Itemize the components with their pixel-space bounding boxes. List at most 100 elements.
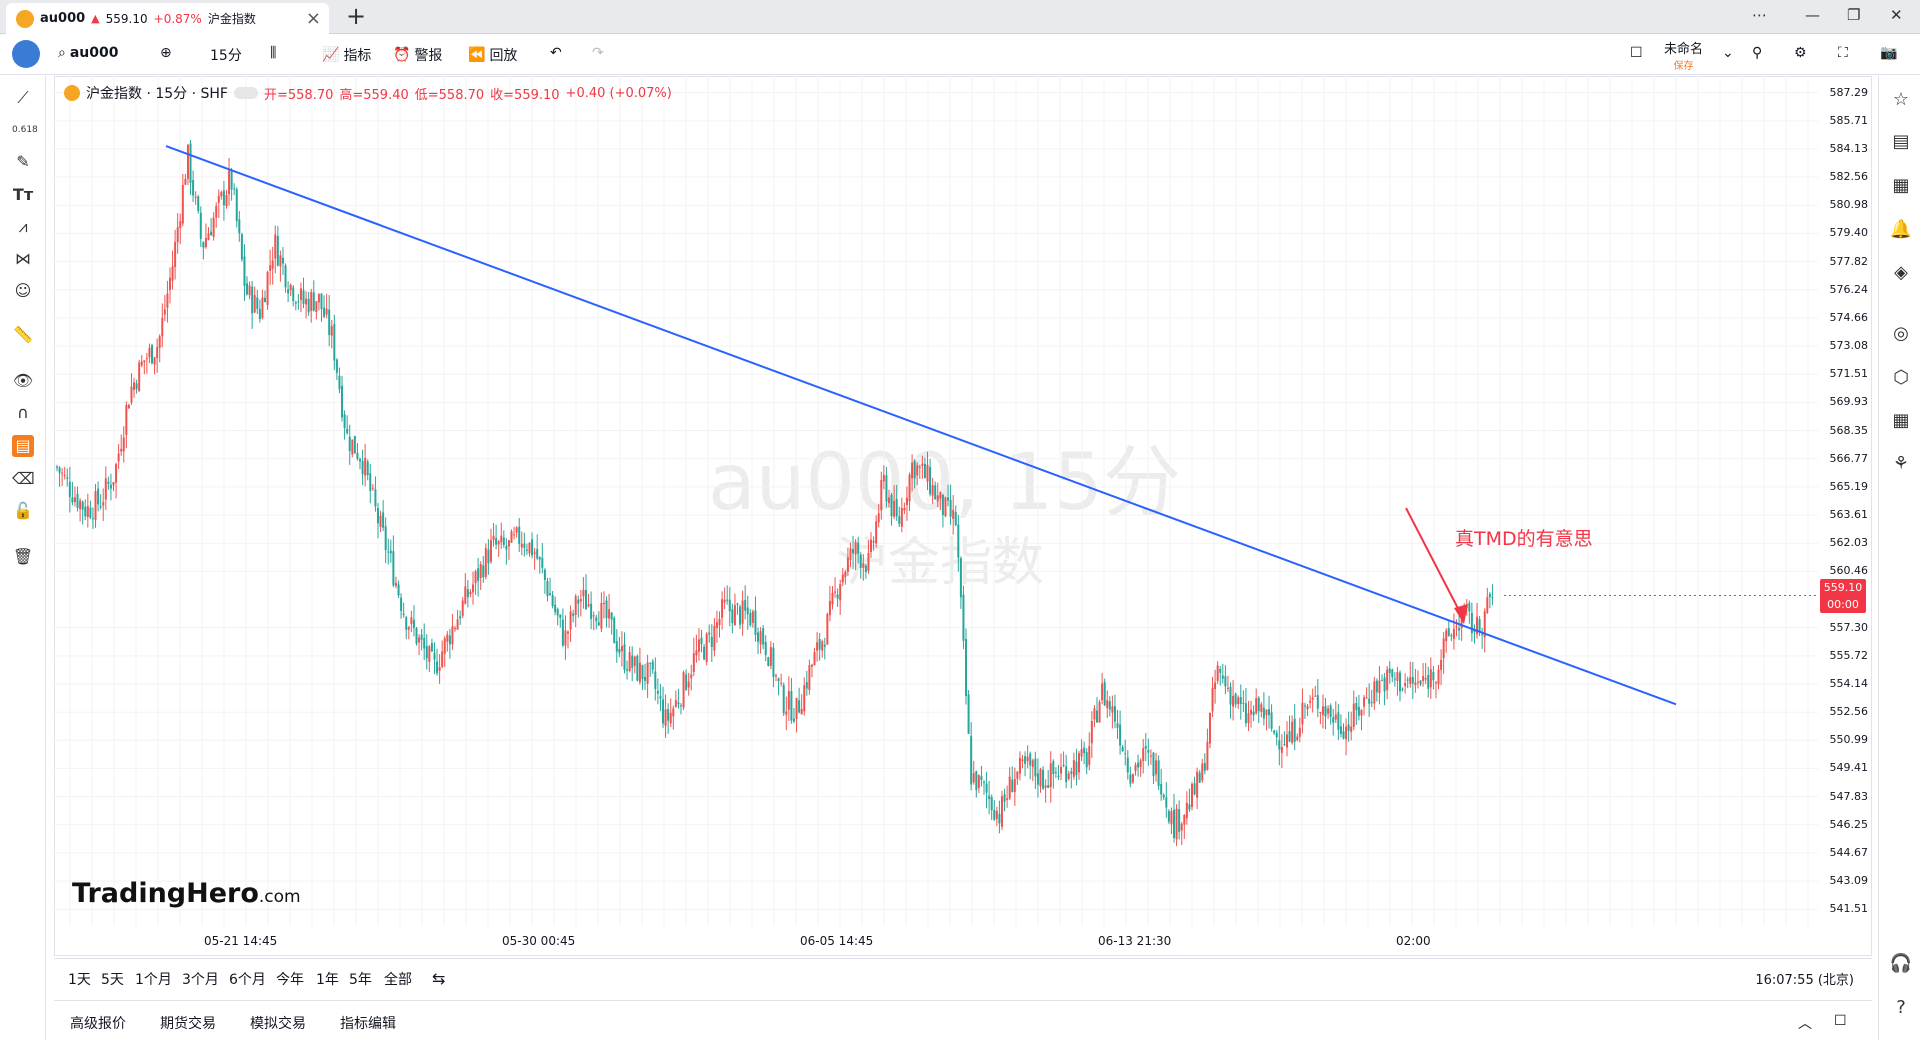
chart-annotation-text[interactable]: 真TMD的有意思 (1455, 528, 1593, 550)
range-1m[interactable]: 1个月 (135, 972, 172, 988)
trash-icon[interactable]: 🗑 (12, 547, 34, 566)
fullscreen-icon[interactable]: ⛶ (1838, 45, 1848, 61)
notes-icon[interactable]: ▤ (1892, 131, 1910, 152)
fibonacci-tool-icon[interactable]: 0.618 (12, 125, 38, 135)
candle-body (728, 599, 731, 612)
close-window-icon[interactable]: ✕ (1890, 6, 1903, 24)
y-tick-label: 547.83 (1829, 789, 1869, 803)
search-input[interactable]: au000 (69, 45, 119, 61)
calendar-icon[interactable]: ▦ (1892, 175, 1910, 196)
network-icon[interactable]: ⚘ (1892, 453, 1910, 474)
headset-icon[interactable]: 🎧 (1889, 953, 1913, 974)
candle-body (870, 539, 873, 553)
eye-icon[interactable]: 👁 (12, 371, 34, 390)
redo-icon[interactable]: ↷ (592, 45, 604, 61)
candle-body (654, 671, 657, 690)
trendline-tool-icon[interactable]: ⟋ (17, 88, 29, 107)
alerts-button[interactable]: ⏰ 警报 (393, 45, 442, 65)
help-icon[interactable]: ? (1896, 997, 1906, 1018)
candle-body (790, 691, 793, 721)
screenshot-icon[interactable]: 📷 (1880, 45, 1898, 61)
eraser-icon[interactable]: ⌫ (12, 469, 35, 488)
lock-icon[interactable]: 🔓 (13, 501, 33, 520)
magnet-icon[interactable]: ∩ (17, 403, 29, 422)
interval-select[interactable]: 15分 (210, 48, 242, 64)
watchlist-icon[interactable]: ☆ (1892, 89, 1910, 110)
legend-title[interactable]: 沪金指数 · 15分 · SHF (86, 86, 228, 102)
new-tab-icon[interactable]: + (346, 2, 367, 30)
candle-body (590, 603, 593, 619)
candle-body (99, 506, 102, 508)
emoji-icon[interactable]: ☺ (14, 281, 32, 300)
candle-body (857, 542, 860, 554)
restore-icon[interactable]: ❐ (1847, 6, 1861, 24)
legend-toggle[interactable] (233, 87, 258, 99)
clock[interactable]: 16:07:55 (北京) (1755, 973, 1854, 988)
candle-body (315, 301, 318, 313)
pattern-tool-icon[interactable]: ⩘ (18, 217, 28, 236)
candle-body (189, 143, 192, 183)
range-5y[interactable]: 5年 (349, 972, 372, 988)
forecast-tool-icon[interactable]: ⋈ (15, 249, 31, 268)
range-all[interactable]: 全部 (384, 972, 412, 988)
tab-paper-trading[interactable]: 模拟交易 (250, 1016, 306, 1032)
symbol-search[interactable]: ⌕ au000 (58, 45, 118, 61)
tab-indicator-editor[interactable]: 指标编辑 (340, 1016, 396, 1032)
candle-body (800, 708, 803, 715)
close-tab-icon[interactable]: × (305, 8, 321, 29)
candle-body (1216, 665, 1219, 681)
maximize-panel-icon[interactable]: ☐ (1834, 1013, 1847, 1029)
chevron-down-icon[interactable]: ⌄ (1722, 45, 1734, 61)
candle-body (1232, 695, 1235, 707)
candle-body (880, 479, 883, 511)
candle-body (448, 635, 451, 645)
chart-pane[interactable] (54, 76, 1872, 956)
compare-add-icon[interactable]: ⊕ (160, 45, 172, 61)
candle-body (1221, 675, 1224, 679)
range-6m[interactable]: 6个月 (229, 972, 266, 988)
layout-name[interactable]: 未命名 保存 (1664, 38, 1703, 72)
candle-body (531, 539, 534, 556)
candle-body (418, 637, 421, 643)
table-icon[interactable]: ▦ (1892, 410, 1910, 431)
price-chart-svg[interactable] (54, 76, 1818, 926)
target-icon[interactable]: ◎ (1893, 323, 1909, 344)
candle-body (1098, 701, 1101, 723)
y-tick-label: 569.93 (1829, 395, 1869, 409)
legend-change: +0.40 (+0.07%) (565, 85, 672, 101)
quick-search-icon[interactable]: ⚲ (1752, 45, 1763, 61)
layout-checkbox-icon[interactable]: ☐ (1630, 45, 1643, 61)
goto-date-icon[interactable]: ⇆ (432, 969, 446, 988)
candle-body (574, 596, 577, 615)
text-tool-icon[interactable]: Tт (12, 185, 34, 204)
minimize-icon[interactable]: — (1805, 6, 1820, 24)
symbol-tab[interactable]: au000 ▲ 559.10 +0.87% 沪金指数 × (6, 3, 329, 34)
chevron-up-icon[interactable]: ︿ (1798, 1016, 1812, 1032)
range-3m[interactable]: 3个月 (182, 972, 219, 988)
range-1y[interactable]: 1年 (316, 972, 339, 988)
candle-style-icon[interactable]: ⫼ (270, 45, 277, 61)
candle-body (834, 591, 837, 593)
range-1d[interactable]: 1天 (68, 972, 91, 988)
range-5d[interactable]: 5天 (101, 972, 124, 988)
price-axis[interactable]: 587.29 585.71 584.13 582.56 580.98 579.40 577.… (1818, 76, 1876, 926)
bell-icon[interactable]: 🔔 (1889, 219, 1913, 240)
avatar[interactable] (12, 40, 40, 68)
tab-advanced-quote[interactable]: 高级报价 (70, 1016, 126, 1032)
replay-button[interactable]: ⏪ 回放 (468, 45, 517, 65)
y-tick-label: 584.13 (1829, 142, 1869, 156)
candle-body (656, 690, 659, 694)
candle-body (1175, 808, 1178, 840)
ruler-icon[interactable]: 📏 (13, 325, 33, 344)
cube-icon[interactable]: ⬡ (1893, 367, 1909, 388)
undo-icon[interactable]: ↶ (550, 45, 562, 61)
time-axis[interactable]: 05-21 14:45 05-30 00:45 06-05 14:45 06-13 2… (54, 926, 1818, 956)
settings-icon[interactable]: ⚙ (1794, 45, 1807, 61)
indicators-button[interactable]: 📈 指标 (322, 45, 371, 65)
tab-futures-trading[interactable]: 期货交易 (160, 1016, 216, 1032)
calendar-tool-icon[interactable]: ▤ (12, 435, 34, 457)
range-ytd[interactable]: 今年 (276, 972, 304, 988)
brush-tool-icon[interactable]: ✎ (16, 152, 30, 171)
layers-icon[interactable]: ◈ (1894, 262, 1908, 283)
more-icon[interactable]: ⋯ (1752, 6, 1767, 24)
